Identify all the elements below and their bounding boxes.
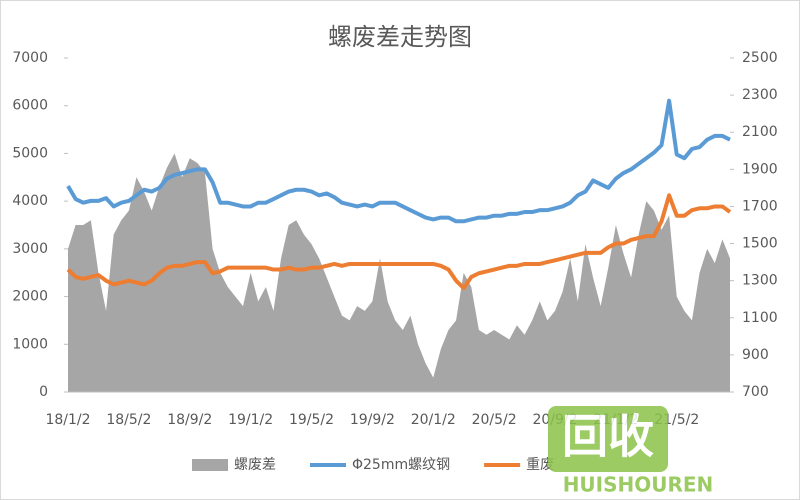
line [66,193,732,291]
y2-tick-label: 900 [742,347,769,363]
y2-tick-label: 1100 [742,310,778,326]
y2-tick-label: 2300 [742,87,778,103]
y2-tick-label: 2500 [742,50,778,66]
watermark-text: HUISHOUREN [563,473,714,497]
y-tick-label: 7000 [12,50,48,66]
y2-tick-label: 1900 [742,161,778,177]
x-tick-label: 18/5/2 [106,412,151,428]
y-tick-label: 4000 [12,193,48,209]
line [66,98,731,224]
y2-tick-label: 700 [742,384,769,400]
watermark-logo: 回收 [562,410,654,464]
area [68,153,730,392]
y-tick-label: 1000 [12,336,48,352]
y2-tick-label: 1300 [742,273,778,289]
y-tick-label: 2000 [12,289,48,305]
y2-tick-label: 1700 [742,198,778,214]
y2-tick-label: 2100 [742,124,778,140]
x-tick-label: 20/1/2 [411,412,456,428]
x-tick-label: 18/1/2 [45,412,90,428]
y-tick-label: 6000 [12,98,48,114]
x-tick-label: 19/5/2 [289,412,334,428]
x-tick-label: 19/1/2 [228,412,273,428]
legend-swatch [192,459,228,471]
y2-tick-label: 1500 [742,236,778,252]
watermark-box [548,406,668,472]
legend-label: 螺废差 [234,457,276,473]
chart-title: 螺废差走势图 [328,23,472,51]
watermark: 回收 HUISHOUREN [548,406,713,497]
x-tick-label: 18/9/2 [167,412,212,428]
y-tick-label: 3000 [12,241,48,257]
legend-label: Φ25mm螺纹钢 [352,457,450,473]
y-tick-label: 5000 [12,145,48,161]
y-tick-label: 0 [39,384,48,400]
x-tick-label: 19/9/2 [350,412,395,428]
x-tick-label: 20/5/2 [472,412,517,428]
legend-label: 重废 [526,457,554,473]
plot-layer [66,98,732,392]
